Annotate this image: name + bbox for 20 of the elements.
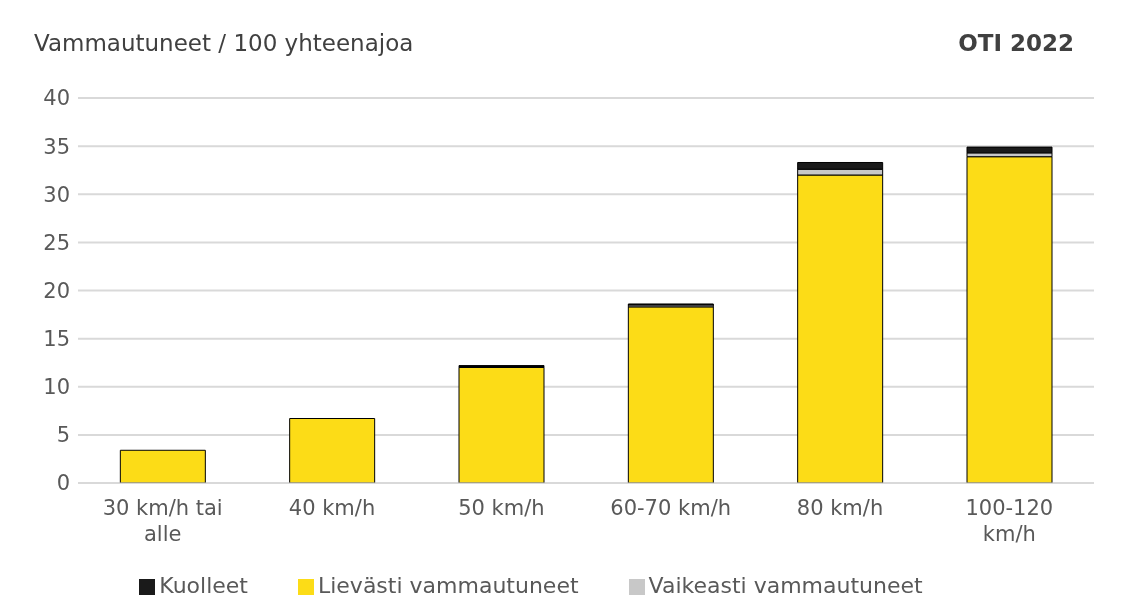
y-tick-label: 25 bbox=[43, 230, 70, 255]
y-tick-label: 35 bbox=[43, 134, 70, 159]
y-tick-label: 15 bbox=[43, 327, 70, 352]
text: OTI 2022 bbox=[958, 30, 1074, 56]
x-tick-label: 50 km/h bbox=[458, 496, 545, 520]
y-tick-label: 0 bbox=[56, 471, 70, 496]
x-tick-label: 60-70 km/h bbox=[610, 496, 732, 520]
y-tick-label: 30 bbox=[43, 182, 70, 207]
legend-label: Kuolleet bbox=[159, 573, 248, 598]
y-tick-label: 10 bbox=[43, 375, 70, 400]
x-tick-label: 30 km/h tai alle bbox=[102, 496, 223, 546]
y-tick-label: 20 bbox=[43, 278, 70, 303]
x-tick-label: 100-120 km/h bbox=[965, 496, 1054, 546]
legend-label: Lievästi vammautuneet bbox=[317, 573, 579, 598]
y-tick-label: 5 bbox=[56, 423, 70, 448]
y-axis-title: Vammautuneet / 100 yhteenajoa bbox=[34, 30, 414, 56]
x-tick-label: 80 km/h bbox=[796, 496, 884, 520]
x-tick-label: 40 km/h bbox=[288, 496, 376, 520]
legend-label: Vaikeasti vammautuneet bbox=[648, 573, 923, 598]
y-tick-label: 40 bbox=[43, 86, 70, 111]
